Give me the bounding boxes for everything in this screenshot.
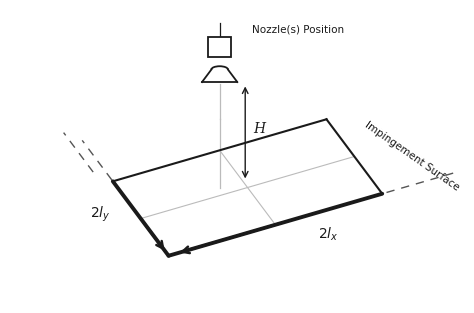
Bar [208, 37, 231, 57]
Text: $2l_y$: $2l_y$ [91, 205, 111, 224]
Text: $2l_x$: $2l_x$ [318, 225, 338, 243]
Text: Nozzle(s) Position: Nozzle(s) Position [252, 24, 344, 34]
Text: H: H [254, 121, 266, 136]
Text: Impingement Surface: Impingement Surface [364, 120, 462, 193]
